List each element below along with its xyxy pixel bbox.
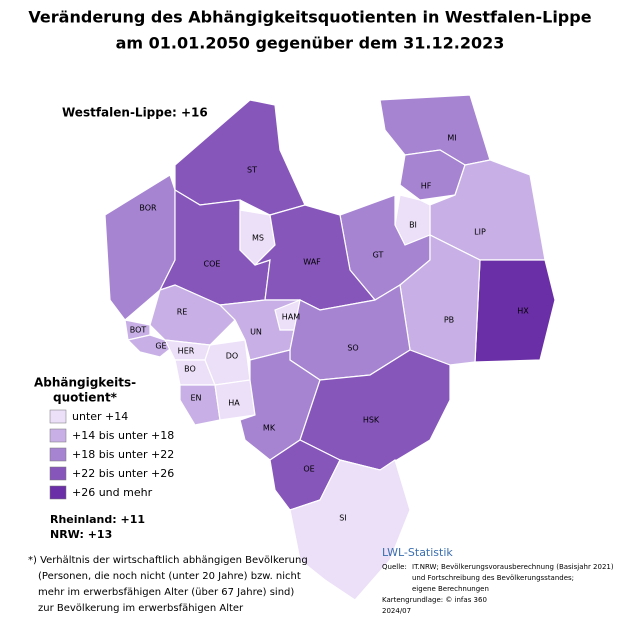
region-label: UN (250, 328, 262, 337)
region-label: OE (303, 465, 314, 474)
source-label: Quelle: (382, 563, 407, 571)
regions: MI HF LIP BI GT HX PB ST BOR COE MS WAF RE BOT GE HER BO… (104, 94, 556, 601)
source: und Fortschreibung des Bevölkerungsstand… (412, 574, 574, 582)
region-label: HA (228, 399, 240, 408)
footnote: *) Verhältnis der wirtschaftlich abhängi… (28, 555, 308, 566)
region-label: MI (447, 134, 456, 143)
region-label: WAF (303, 258, 321, 267)
footnote: zur Bevölkerung im erwerbsfähigen Alter (38, 603, 244, 614)
region (289, 459, 411, 601)
legend-title: quotient* (53, 391, 118, 405)
summary: Rheinland: +11 (50, 513, 145, 526)
legend-title: Abhängigkeits- (34, 376, 136, 390)
region-label: MS (252, 234, 264, 243)
region-label: HF (421, 182, 432, 191)
region-label: COE (204, 260, 221, 269)
region-label: GE (155, 342, 166, 351)
region-label: HSK (363, 416, 380, 425)
region-label: MK (263, 424, 276, 433)
map-base: Kartengrundlage: © infas 360 (382, 596, 487, 604)
legend-swatch (49, 409, 67, 424)
summary: NRW: +13 (50, 528, 112, 541)
region-label: GT (373, 251, 384, 260)
region-label: BI (409, 221, 417, 230)
region-label: ST (247, 166, 257, 175)
region-label: RE (177, 308, 188, 317)
title: am 01.01.2050 gegenüber dem 31.12.2023 (116, 34, 505, 53)
date: 2024/07 (382, 607, 411, 615)
region-label: SI (339, 514, 346, 523)
region-label: SO (347, 344, 358, 353)
legend-label: +18 bis unter +22 (72, 448, 174, 461)
legend-swatch (49, 447, 67, 462)
region-label: BO (184, 365, 196, 374)
summary: Westfalen-Lippe: +16 (62, 106, 208, 120)
region-label: LIP (474, 228, 486, 237)
legend-label: unter +14 (72, 410, 128, 423)
legend-label: +26 und mehr (72, 486, 153, 499)
region-label: PB (444, 316, 454, 325)
region (149, 284, 236, 346)
legend-swatch (49, 428, 67, 443)
source: eigene Berechnungen (412, 585, 489, 593)
legend-swatch (49, 466, 67, 481)
region (474, 259, 556, 363)
region (179, 384, 221, 426)
legend-label: +14 bis unter +18 (72, 429, 174, 442)
region (204, 339, 251, 386)
region-label: BOR (139, 204, 157, 213)
legend-swatch (49, 485, 67, 500)
brand: LWL-Statistik (382, 546, 453, 559)
region-label: HER (178, 347, 195, 356)
legend-label: +22 bis unter +26 (72, 467, 174, 480)
legend: unter +14 +14 bis unter +18 +18 bis unter … (49, 409, 174, 500)
footnote: (Personen, die noch nicht (unter 20 Jahr… (38, 571, 301, 582)
region-label: EN (190, 394, 201, 403)
region-label: BOT (130, 326, 147, 335)
source: IT.NRW; Bevölkerungsvorausberechnung (Ba… (412, 563, 614, 571)
region-label: HX (517, 307, 529, 316)
title: Veränderung des Abhängigkeitsquotienten … (28, 8, 591, 27)
footnote: mehr im erwerbsfähigen Alter (über 67 Ja… (38, 587, 294, 598)
region-label: HAM (282, 313, 300, 322)
region-label: DO (226, 352, 238, 361)
